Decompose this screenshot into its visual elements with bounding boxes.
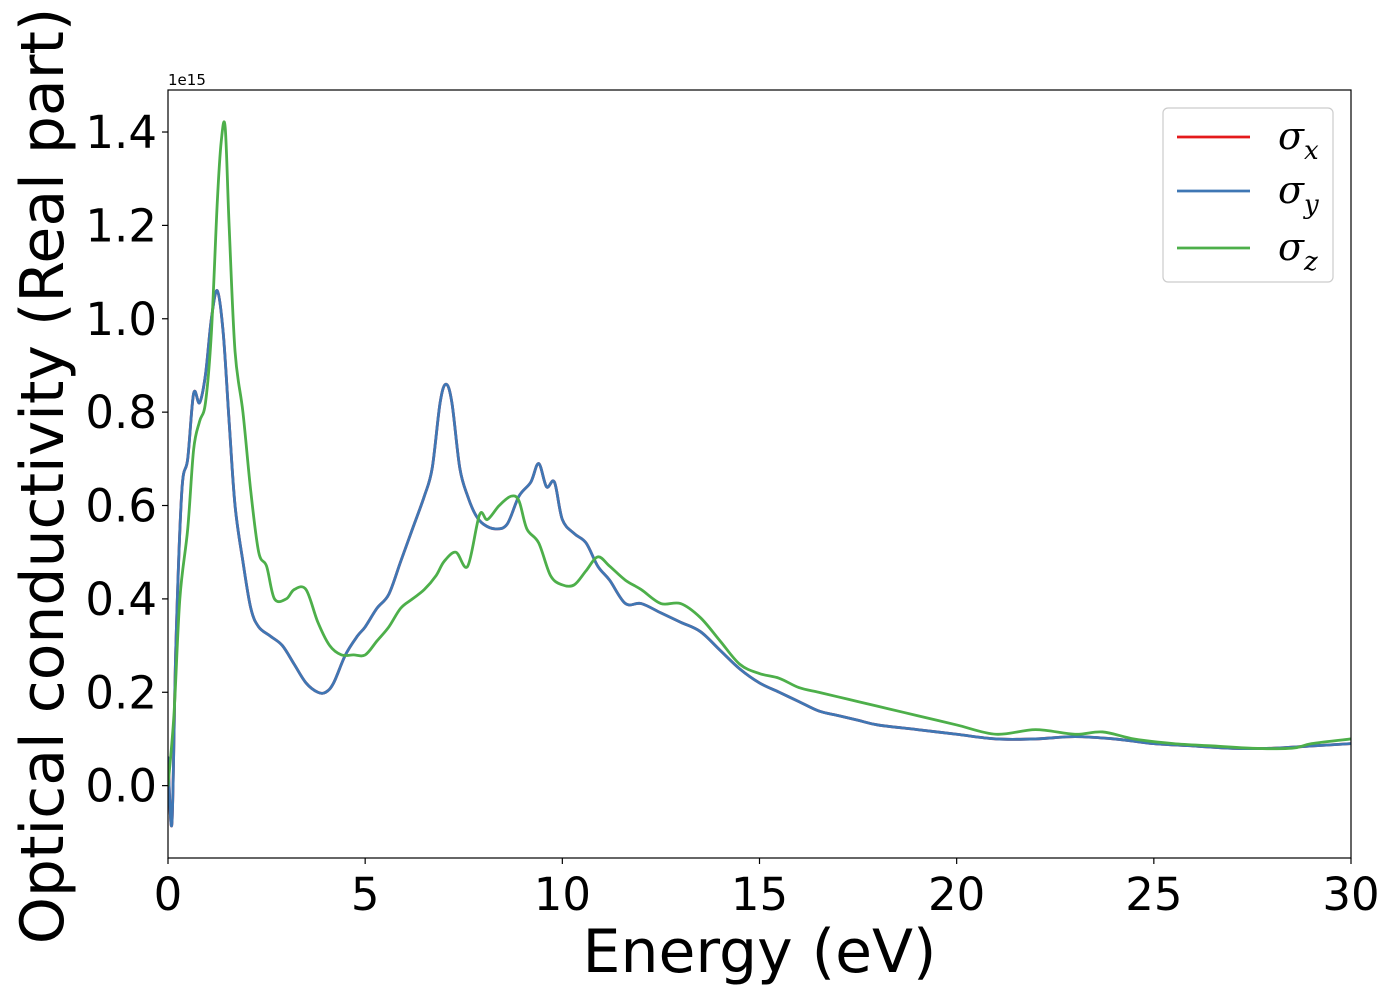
y-tick-label: 1.4 <box>85 106 157 159</box>
y-tick-label: 0.4 <box>85 573 157 626</box>
x-tick-label: 0 <box>154 868 183 921</box>
x-tick-label: 30 <box>1322 868 1379 921</box>
y-tick-label: 1.2 <box>85 199 157 252</box>
series-line-sigma-y <box>168 289 1351 828</box>
y-tick-label: 0.2 <box>85 666 157 719</box>
x-tick-label: 10 <box>534 868 591 921</box>
x-axis-title: Energy (eV) <box>583 917 937 987</box>
y-tick-label: 0.0 <box>85 760 157 813</box>
y-axis-ticks: 0.0 0.2 0.4 0.6 0.8 1.0 1.2 1.4 <box>85 106 168 813</box>
legend-label-sigma-x: σx <box>1278 114 1319 166</box>
x-tick-label: 15 <box>731 868 788 921</box>
legend-frame <box>1162 107 1334 283</box>
series-layer <box>168 120 1351 828</box>
y-axis-title: Optical conductivity (Real part) <box>8 8 78 945</box>
x-tick-label: 5 <box>351 868 380 921</box>
y-tick-label: 1.0 <box>85 293 157 346</box>
x-tick-label: 25 <box>1125 868 1182 921</box>
y-tick-label: 0.6 <box>85 480 157 533</box>
legend-label-sigma-z: σz <box>1278 225 1318 277</box>
x-axis-ticks: 0 5 10 15 20 25 30 <box>154 858 1380 921</box>
y-offset-label: 1e15 <box>168 71 206 89</box>
legend-label-sigma-y: σy <box>1278 168 1319 220</box>
series-line-sigma-z <box>168 120 1351 788</box>
x-tick-label: 20 <box>928 868 985 921</box>
y-tick-label: 0.8 <box>85 386 157 439</box>
